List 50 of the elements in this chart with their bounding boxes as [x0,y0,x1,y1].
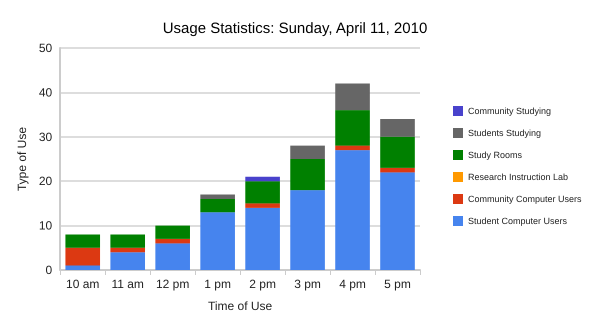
y-tick-label: 0 [46,263,53,277]
legend-label: Community Studying [468,106,552,116]
bar [200,198,235,212]
bar [245,203,280,208]
y-tick-label: 50 [38,41,53,55]
bar [335,110,370,146]
bar [65,266,100,270]
legend-label: Students Studying [468,128,542,138]
bar [65,234,100,248]
bar [200,212,235,270]
bar [335,84,370,110]
bar [110,234,146,248]
legend-label: Student Computer Users [468,216,568,226]
bar [65,248,100,266]
y-tick-label: 10 [38,218,53,233]
bar [380,119,415,137]
x-tick-label: 2 pm [249,277,276,291]
y-tick-label: 40 [38,85,53,100]
x-tick-label: 10 am [66,277,100,291]
bar [380,172,415,270]
bar [155,243,190,270]
chart-title: Usage Statistics: Sunday, April 11, 2010 [162,20,428,37]
x-tick-label: 4 pm [339,277,366,291]
legend-label: Community Computer Users [468,194,582,204]
bar [155,226,190,239]
bar [335,150,370,270]
legend-label: Study Rooms [468,150,523,160]
bar [245,208,280,270]
x-tick-label: 3 pm [294,277,321,291]
bar [110,252,146,270]
y-axis-title: Type of Use [15,126,29,192]
bar [380,136,415,168]
bar [290,146,325,159]
x-axis-title: Time of Use [208,299,273,313]
bar [380,168,415,172]
x-tick-label: 5 pm [384,277,411,291]
legend-label: Research Instruction Lab [468,172,568,182]
x-tick-label: 11 am [111,277,144,291]
x-tick-label: 12 pm [156,277,190,291]
bar [335,146,370,150]
bar [155,238,190,244]
x-tick-label: 1 pm [204,277,231,291]
y-tick-label: 30 [38,130,53,144]
bar [110,248,146,252]
bar [245,176,280,182]
bar [290,190,325,270]
y-tick-label: 20 [38,174,53,188]
bar [245,181,280,204]
bar [290,159,325,190]
bar [200,194,235,199]
